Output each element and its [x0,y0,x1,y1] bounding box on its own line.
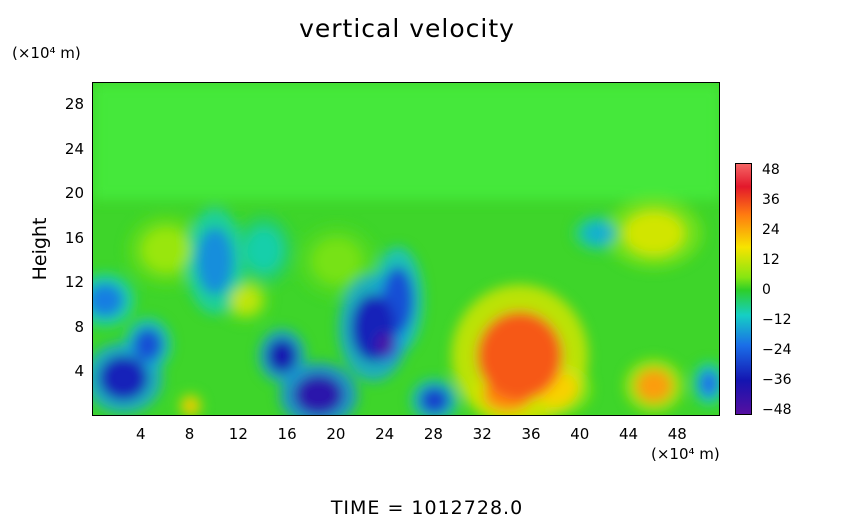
x-tick-label: 32 [472,425,492,443]
heatmap-cell [230,286,261,314]
y-tick-label: 28 [64,95,84,114]
heatmap-cell [99,355,148,401]
heatmap-cell [141,227,191,273]
colorbar-tick-label: −12 [762,312,792,328]
heatmap-cell [477,311,563,401]
heatmap-cell [294,374,343,415]
time-footer: TIME = 1012728.0 [330,497,524,519]
y-tick-label: 16 [64,228,84,247]
heatmap-features [93,83,719,415]
x-tick-label: 12 [228,425,248,443]
colorbar-tick-label: 0 [762,282,771,298]
heatmap-cell [133,327,163,362]
heatmap-cell [419,386,450,414]
x-tick-label: 40 [570,425,590,443]
colorbar-tick-label: −48 [762,402,792,418]
colorbar [735,163,752,415]
heatmap-cell [183,398,198,414]
x-tick-label: 44 [618,425,639,443]
x-tick-label: 20 [326,425,346,443]
x-axis-unit: (×10⁴ m) [651,445,720,463]
x-tick-label: 36 [521,425,541,443]
y-tick-label: 24 [64,139,84,158]
x-tick-label: 24 [375,425,395,443]
y-tick-label: 20 [64,184,84,203]
plot-area [92,82,720,416]
heatmap-cell [623,211,685,256]
y-axis-label: Height [29,217,51,281]
heatmap-cell [583,222,615,245]
heatmap-cell [267,339,297,373]
x-tick-label: 48 [667,425,687,443]
upper-layer-band [93,83,719,200]
colorbar-tick-label: −24 [762,342,792,358]
colorbar-tick-label: 36 [762,192,780,208]
colorbar-tick-label: 24 [762,222,780,238]
x-tick-label: 8 [184,425,195,443]
chart-title: vertical velocity [299,14,515,43]
y-tick-label: 4 [74,362,84,381]
heatmap-cell [196,227,234,295]
x-tick-label: 28 [423,425,443,443]
heatmap-cell [377,333,395,356]
heatmap-cell [635,369,673,403]
y-tick-label: 8 [74,317,84,336]
heatmap-cell [93,283,124,317]
heatmap-cell [699,370,719,397]
y-axis-unit: (×10⁴ m) [12,44,81,62]
colorbar-tick-label: 12 [762,252,780,268]
colorbar-tick-label: 48 [762,162,780,178]
colorbar-tick-label: −36 [762,372,792,388]
heatmap-cell [312,238,362,284]
y-tick-label: 12 [64,273,84,292]
x-tick-label: 16 [277,425,297,443]
heatmap-cell [245,227,283,273]
colorbar-gradient [736,164,751,414]
heatmap-svg [93,83,719,415]
x-tick-label: 4 [135,425,146,443]
